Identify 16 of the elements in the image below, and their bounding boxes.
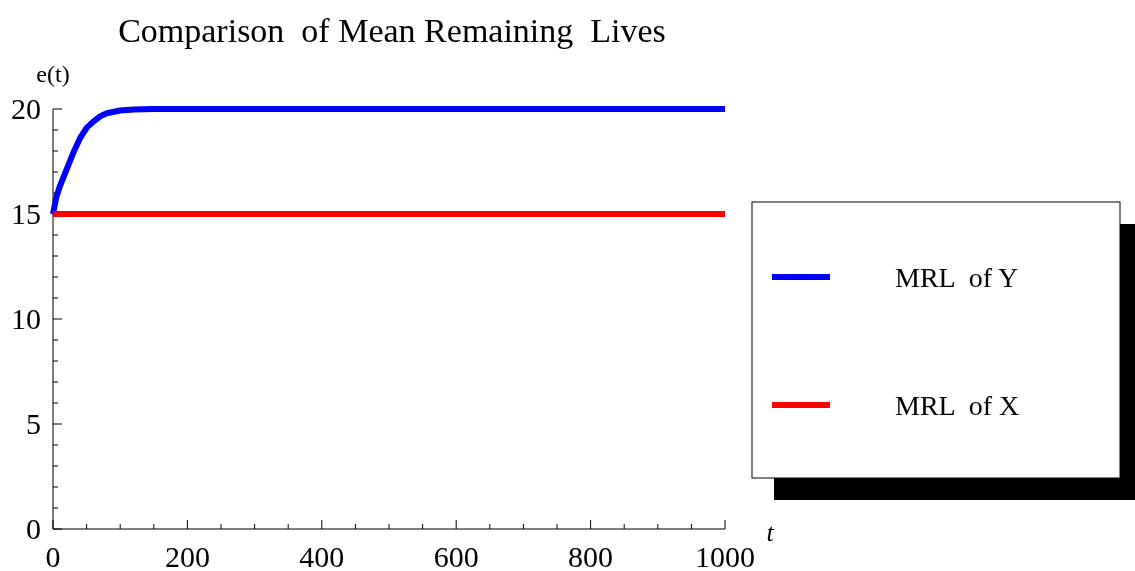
x-tick-label: 0 bbox=[45, 540, 61, 571]
y-tick-label: 5 bbox=[26, 407, 41, 440]
x-tick-label: 1000 bbox=[695, 540, 755, 571]
x-tick-label: 200 bbox=[164, 540, 210, 571]
chart-title: Comparison of Mean Remaining Lives bbox=[118, 12, 666, 49]
x-tick-label: 800 bbox=[568, 540, 614, 571]
y-tick-label: 20 bbox=[11, 92, 41, 125]
x-tick-label: 600 bbox=[433, 540, 479, 571]
y-tick-label: 10 bbox=[11, 302, 41, 335]
legend-label: MRL of Y bbox=[895, 262, 1019, 293]
legend-label: MRL of X bbox=[895, 390, 1020, 421]
y-axis-title: e(t) bbox=[36, 61, 70, 87]
y-tick-label: 0 bbox=[26, 512, 41, 545]
x-tick-label: 400 bbox=[299, 540, 345, 571]
y-tick-label: 15 bbox=[11, 197, 41, 230]
x-axis-title: t bbox=[766, 518, 775, 547]
